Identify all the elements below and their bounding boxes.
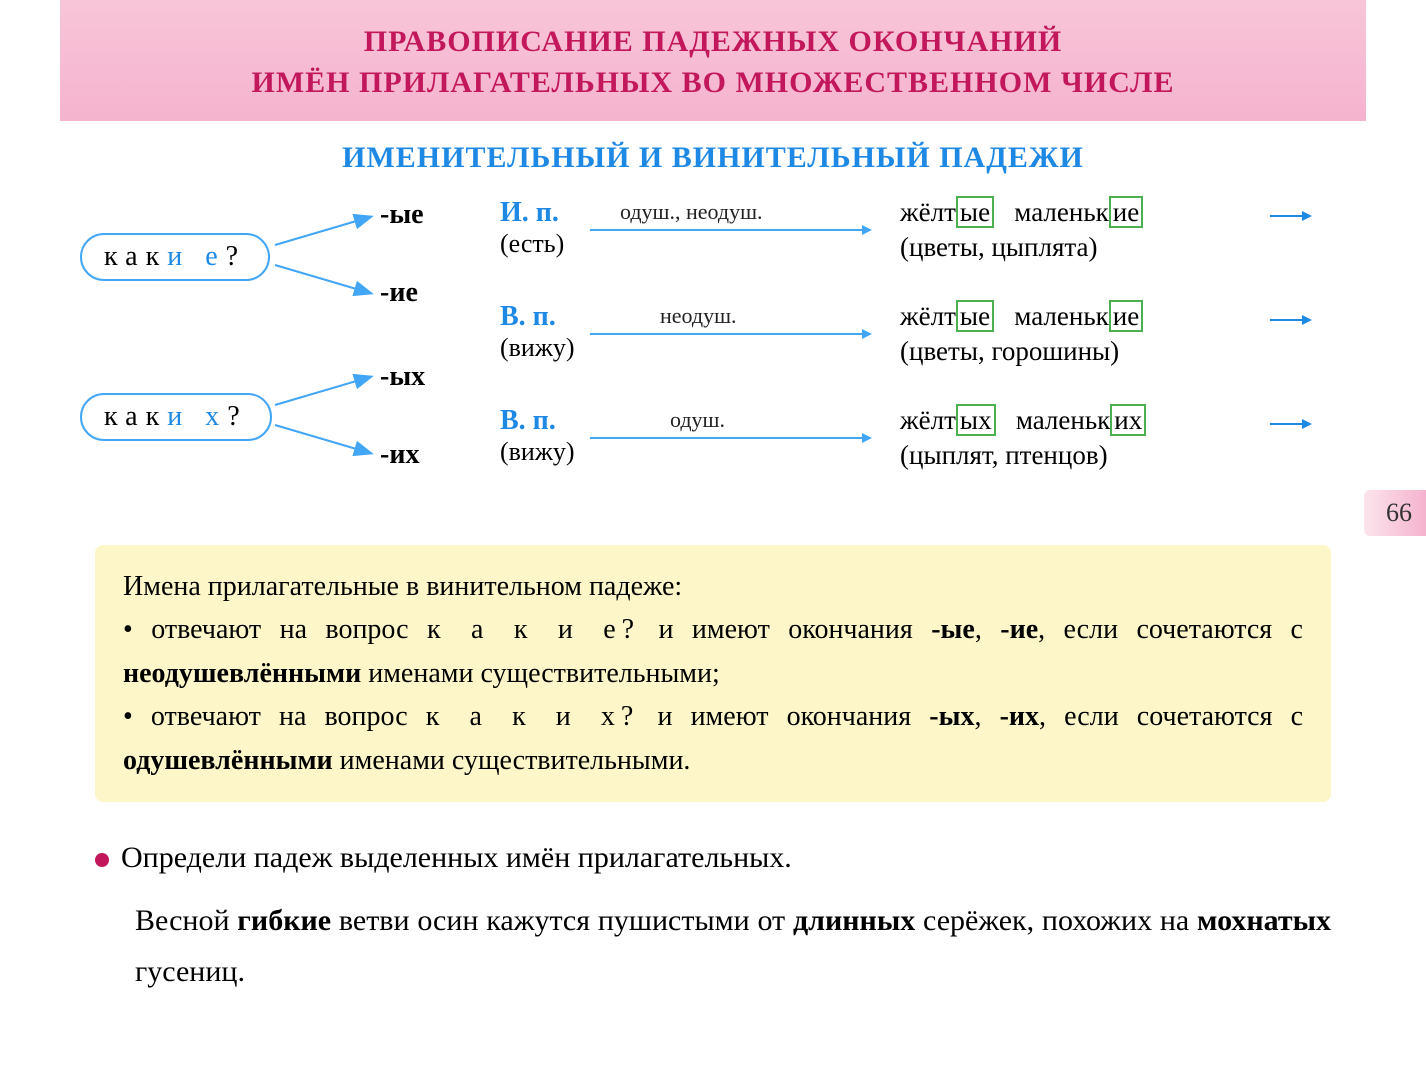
arrow-edge-1	[1270, 215, 1310, 217]
ending-2: -ие	[380, 277, 418, 309]
example-row-1: жёлтые маленькие (цветы, цыплята)	[900, 195, 1143, 265]
case-ip-label: И. п.	[500, 197, 564, 229]
rb1-mid: и имеют окончания	[640, 614, 931, 645]
header-title: ПРАВОПИСАНИЕ ПАДЕЖНЫХ ОКОНЧАНИЙ ИМЁН ПРИ…	[100, 22, 1326, 103]
header-line1: ПРАВОПИСАНИЕ ПАДЕЖНЫХ ОКОНЧАНИЙ	[364, 25, 1063, 58]
question-pill-2: каки х?	[80, 393, 272, 441]
ex-p4: гусениц.	[135, 955, 245, 988]
ex2-w2-stem: маленьк	[1014, 301, 1108, 331]
ex-p2: ветви осин кажутся пушистыми от	[331, 904, 793, 937]
ex3-w2-end: их	[1110, 404, 1146, 436]
case-ip-sub: (есть)	[500, 229, 564, 259]
rule-bullet-1: • отвечают на вопрос к а к и е? и имеют …	[123, 608, 1303, 695]
subtitle: ИМЕНИТЕЛЬНЫЙ И ВИНИТЕЛЬНЫЙ ПАДЕЖИ	[0, 141, 1426, 175]
pill2-pre: как	[104, 401, 167, 432]
rb2-e1: -ых	[929, 701, 974, 732]
rule-box: Имена прилагательные в винительном падеж…	[95, 545, 1331, 802]
pill2-accent: и х	[167, 401, 227, 432]
arrow-long-2	[590, 333, 870, 335]
exercise-sentence: Весной гибкие ветви осин кажутся пушисты…	[95, 895, 1331, 997]
page-number-tab: 66	[1364, 490, 1426, 536]
bullet-dot-icon	[95, 853, 109, 867]
rb1-bold: неодушевлёнными	[123, 658, 361, 689]
ex1-w2-end: ие	[1109, 196, 1143, 228]
case-vp1-sub: (вижу)	[500, 333, 574, 363]
ex2-w1-end: ые	[956, 300, 994, 332]
header-band: ПРАВОПИСАНИЕ ПАДЕЖНЫХ ОКОНЧАНИЙ ИМЁН ПРИ…	[60, 0, 1366, 121]
rule-intro: Имена прилагательные в винительном падеж…	[123, 565, 1303, 608]
exercise-task: Определи падеж выделенных имён прилагате…	[121, 841, 792, 874]
diagram-lines	[80, 205, 1346, 515]
ex1-w1-stem: жёлт	[900, 197, 956, 227]
ex2-w2-end: ие	[1109, 300, 1143, 332]
ending-4: -их	[380, 439, 419, 471]
ex3-sub: (цыплят, птенцов)	[900, 440, 1108, 470]
ex1-sub: (цветы, цыплята)	[900, 232, 1098, 262]
ex2-w1-stem: жёлт	[900, 301, 956, 331]
rb2-q: к а к и х?	[426, 701, 640, 732]
rb2-pre: • отвечают на вопрос	[123, 701, 426, 732]
ex-b2: длинных	[793, 904, 915, 937]
case-row-vp1: В. п. (вижу)	[500, 301, 574, 363]
case-vp2-label: В. п.	[500, 405, 574, 437]
ending-1: -ые	[380, 199, 424, 231]
rb2-bold: одушевлёнными	[123, 745, 333, 776]
ex3-w2-stem: маленьк	[1016, 405, 1110, 435]
exercise-task-line: Определи падеж выделенных имён прилагате…	[95, 832, 1331, 883]
ex-b1: гибкие	[237, 904, 331, 937]
ending-3: -ых	[380, 361, 425, 393]
case-vp1-label: В. п.	[500, 301, 574, 333]
ex-p3: серёжек, похожих на	[915, 904, 1197, 937]
exercise-block: Определи падеж выделенных имён прилагате…	[95, 832, 1331, 997]
annotation-1: одуш., неодуш.	[620, 199, 763, 225]
case-row-vp2: В. п. (вижу)	[500, 405, 574, 467]
ex3-w1-end: ых	[956, 404, 996, 436]
rb1-post1: , если сочетаются с	[1038, 614, 1303, 645]
rule-bullet-2: • отвечают на вопрос к а к и х? и имеют …	[123, 695, 1303, 782]
rb2-post2: именами существительными.	[333, 745, 691, 776]
arrow-long-1	[590, 229, 870, 231]
arrow-long-3	[590, 437, 870, 439]
pill1-post: ?	[226, 241, 246, 272]
ex1-w1-end: ые	[956, 196, 994, 228]
grammar-diagram: каки е? каки х? -ые -ие -ых -их И. п. (е…	[80, 205, 1346, 515]
annotation-3: одуш.	[670, 407, 725, 433]
ex3-w1-stem: жёлт	[900, 405, 956, 435]
rb2-mid: и имеют окончания	[639, 701, 929, 732]
example-row-3: жёлтых маленьких (цыплят, птенцов)	[900, 403, 1146, 473]
rb2-e2: -их	[1000, 701, 1039, 732]
ex1-w2-stem: маленьк	[1014, 197, 1108, 227]
rb1-sep: ,	[975, 614, 1000, 645]
pill1-accent: и е	[167, 241, 225, 272]
rb1-e2: -ие	[1000, 614, 1038, 645]
pill2-post: ?	[227, 401, 247, 432]
pill1-pre: как	[104, 241, 167, 272]
rb1-post2: именами существительными;	[361, 658, 720, 689]
case-vp2-sub: (вижу)	[500, 437, 574, 467]
rb2-post1: , если сочетаются с	[1039, 701, 1303, 732]
rb2-sep: ,	[974, 701, 999, 732]
arrow-edge-3	[1270, 423, 1310, 425]
rb1-e1: -ые	[931, 614, 975, 645]
case-row-ip: И. п. (есть)	[500, 197, 564, 259]
header-line2: ИМЁН ПРИЛАГАТЕЛЬНЫХ ВО МНОЖЕСТВЕННОМ ЧИС…	[251, 66, 1174, 99]
ex-b3: мохнатых	[1197, 904, 1331, 937]
ex2-sub: (цветы, горошины)	[900, 336, 1119, 366]
rb1-pre: • отвечают на вопрос	[123, 614, 427, 645]
ex-p1: Весной	[135, 904, 237, 937]
rb1-q: к а к и е?	[427, 614, 640, 645]
question-pill-1: каки е?	[80, 233, 270, 281]
example-row-2: жёлтые маленькие (цветы, горошины)	[900, 299, 1143, 369]
annotation-2: неодуш.	[660, 303, 737, 329]
arrow-edge-2	[1270, 319, 1310, 321]
